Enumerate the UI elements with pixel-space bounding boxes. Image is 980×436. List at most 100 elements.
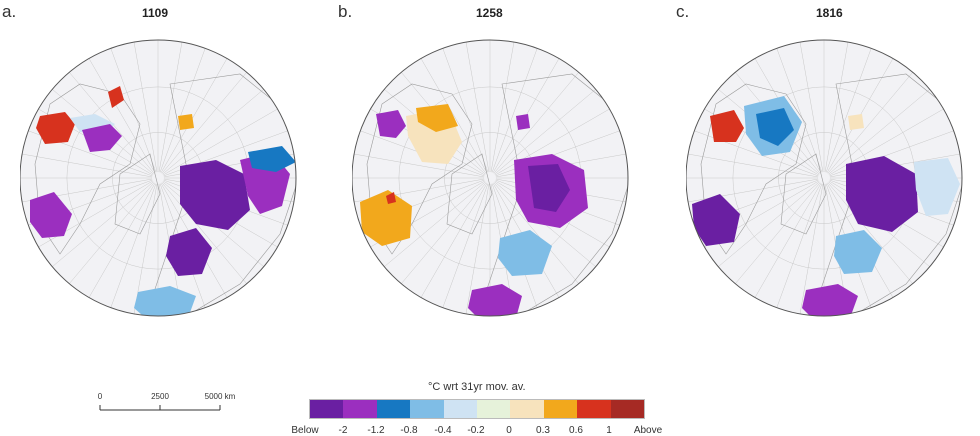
anomaly-patch-east-asia-small [848,114,864,130]
anomaly-patch-europe [134,286,196,316]
anomaly-patch-alaska [710,110,744,142]
legend-swatch [543,400,578,418]
graticule-meridian [493,72,579,174]
legend-title: °C wrt 31yr mov. av. [428,381,526,393]
anomaly-patch-canada-core [756,108,794,146]
map-border [686,39,963,317]
graticule-meridian [442,48,489,173]
graticule-meridian [52,181,154,267]
panel-c-year: 1816 [816,6,843,20]
graticule-meridian [384,181,486,267]
graticule-meridian [354,153,485,178]
legend-label: 0 [506,425,512,436]
map-panel-c [686,39,963,317]
graticule-meridian [401,182,487,284]
panel-c-letter: c. [676,2,690,21]
scale-label-2500: 2500 [151,392,169,401]
graticule-meridian [110,48,157,173]
legend-label: Above [633,425,663,436]
graticule-meridian [163,108,278,176]
graticule-meridian [88,183,156,298]
legend-label: 0.3 [536,425,550,436]
legend-swatch [477,400,511,418]
legend-swatch [343,400,377,418]
graticule-meridian [465,183,490,314]
anomaly-patch-central-asia [166,228,212,276]
map-border [20,39,297,317]
graticule-meridian [825,48,872,173]
anomaly-patch-far-east [248,146,296,172]
graticule-meridian [827,72,913,174]
panel-b-letter: b. [338,2,353,21]
graticule-meridian [161,72,247,174]
anomaly-patch-central-asia [498,230,552,276]
graticule-meridian [420,183,488,298]
land-outline-greenland [780,153,827,235]
legend-swatch [577,400,611,418]
graticule-meridian [490,42,515,173]
graticule-meridian [133,183,158,314]
legend-colorbar [309,399,645,419]
anomaly-patch-east-asia-small [516,114,530,130]
panel-a-year: 1109 [142,6,169,20]
anomaly-patch-alaska [36,112,75,144]
anomaly-patch-central-asia [834,230,882,274]
anomaly-patch-siberia [846,156,918,232]
graticule-meridian [159,48,206,173]
graticule-meridian [491,48,538,173]
graticule-meridian [799,183,824,314]
scale-label-5000: 5000 km [204,392,236,401]
legend-label: Below [291,425,319,436]
anomaly-patch-usa-hot [386,192,396,204]
land-outline-greenland [446,153,493,235]
legend-swatch [310,400,344,418]
anomaly-patch-siberia [180,160,250,230]
map-panel-a [20,39,297,317]
panel-a-letter: a. [2,2,17,21]
anomaly-patch-usa [692,194,740,246]
legend-label: -0.2 [467,425,485,436]
anomaly-patch-east-asia-small [178,114,194,130]
legend-label: 0.6 [569,425,583,436]
panel-b-year: 1258 [476,6,503,20]
legend-swatch [410,400,444,418]
graticule-meridian [465,42,490,173]
graticule-meridian [754,183,822,298]
graticule-meridian [735,182,821,284]
anomaly-patch-europe [802,284,858,316]
legend-label: -2 [338,425,348,436]
graticule-meridian [69,182,155,284]
legend-label: -1.2 [367,425,385,436]
legend-swatch [376,400,411,418]
map-border [352,39,629,317]
graticule-meridian [827,182,913,284]
legend-label: -0.8 [400,425,418,436]
graticule-meridian [420,58,488,173]
graticule-meridian [718,181,820,267]
legend-swatch [510,400,544,418]
legend-swatch [610,400,645,418]
legend-label: -0.4 [434,425,452,436]
map-panel-b [352,39,629,317]
graticule-meridian [493,182,579,284]
graticule-meridian [162,89,264,175]
scale-label-0: 0 [97,392,103,401]
graticule-meridian [88,58,156,173]
graticule-meridian [776,48,823,173]
graticule-meridian [22,153,153,178]
graticule-meridian [799,42,824,173]
anomaly-patch-usa [360,190,412,246]
anomaly-patch-usa-west [30,192,72,238]
graticule-meridian [828,89,930,175]
anomaly-patch-far-east [914,158,960,216]
graticule-meridian [688,153,819,178]
anomaly-patch-canada-warm [416,104,458,132]
anomaly-patch-greenland-tip [108,86,124,108]
legend-label: 1 [606,425,612,436]
legend-swatch [443,400,478,418]
graticule-meridian [110,183,157,308]
graticule-meridian [442,183,489,308]
graticule-meridian [158,42,183,173]
anomaly-patch-canada-east [82,124,122,152]
anomaly-patch-alaska [376,110,406,138]
